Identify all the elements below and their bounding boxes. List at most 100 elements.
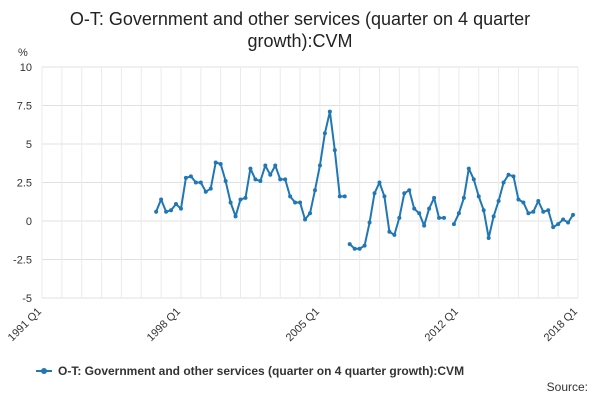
- data-point: [476, 194, 481, 199]
- data-point: [511, 174, 516, 179]
- data-point: [203, 189, 208, 194]
- data-point: [367, 220, 372, 225]
- x-tick-label: 2012 Q1: [423, 306, 461, 344]
- data-point: [521, 200, 526, 205]
- series-line-segment: [155, 110, 345, 221]
- data-point: [451, 222, 456, 227]
- data-point: [164, 209, 169, 214]
- data-point: [193, 180, 198, 185]
- data-point: [337, 194, 342, 199]
- data-point: [243, 195, 248, 200]
- data-point: [412, 206, 417, 211]
- y-tick-label: 7.5: [17, 101, 32, 113]
- grid-lines: [41, 66, 579, 299]
- data-point: [208, 186, 213, 191]
- data-point: [461, 195, 466, 200]
- data-point: [233, 214, 238, 219]
- data-point: [347, 242, 352, 247]
- source-label: Source:: [546, 380, 588, 394]
- data-point: [566, 220, 571, 225]
- data-point: [486, 235, 491, 240]
- data-point: [273, 163, 278, 168]
- y-tick-label: 2.5: [17, 178, 32, 190]
- data-point: [387, 229, 392, 234]
- data-point: [303, 217, 308, 222]
- x-tick-label: 2005 Q1: [284, 306, 322, 344]
- data-point: [308, 211, 312, 216]
- data-point: [154, 209, 159, 214]
- data-point: [238, 197, 243, 202]
- data-point: [362, 243, 367, 248]
- data-point: [322, 131, 327, 136]
- data-point: [312, 188, 317, 193]
- data-point: [437, 215, 442, 220]
- x-tick-label: 2018 Q1: [542, 306, 580, 344]
- data-point: [377, 180, 382, 185]
- data-point: [293, 200, 298, 205]
- data-point: [288, 194, 293, 199]
- data-point: [561, 217, 566, 222]
- chart-title: O-T: Government and other services (quar…: [0, 8, 600, 52]
- data-point: [456, 211, 461, 216]
- data-point: [531, 209, 536, 214]
- data-point: [213, 160, 218, 165]
- data-point: [278, 177, 283, 182]
- data-point: [506, 172, 511, 177]
- y-axis-ticks: 10 7.5 5 2.5 0 -2.5 -5: [13, 62, 32, 305]
- data-point: [263, 163, 268, 168]
- data-point: [228, 200, 233, 205]
- series-line-segment: [349, 181, 444, 250]
- data-point: [501, 180, 506, 185]
- data-point: [283, 177, 288, 182]
- data-point: [397, 215, 402, 220]
- data-point: [442, 215, 446, 220]
- data-point: [268, 172, 273, 177]
- data-point: [298, 200, 303, 205]
- data-point: [392, 232, 397, 237]
- data-point: [218, 162, 223, 167]
- data-point: [317, 163, 322, 168]
- data-point: [466, 166, 471, 171]
- data-point: [352, 246, 357, 251]
- data-point: [198, 180, 203, 185]
- data-point: [551, 225, 556, 230]
- data-point: [471, 177, 476, 182]
- data-point: [417, 211, 422, 216]
- data-point: [258, 178, 263, 183]
- data-point: [407, 188, 412, 193]
- data-point: [427, 206, 432, 211]
- data-point: [357, 246, 362, 251]
- data-point: [491, 214, 496, 219]
- data-point: [169, 208, 174, 213]
- y-tick-label: -5: [22, 293, 32, 305]
- legend[interactable]: O-T: Government and other services (quar…: [36, 364, 464, 378]
- data-point: [402, 191, 407, 196]
- data-point: [174, 202, 178, 207]
- data-point: [159, 197, 164, 202]
- data-point: [327, 109, 332, 114]
- data-point: [332, 148, 337, 153]
- data-point: [223, 178, 228, 183]
- data-point: [188, 174, 193, 179]
- data-point: [432, 195, 437, 200]
- data-point: [536, 198, 541, 203]
- chart-title-line1: O-T: Government and other services (quar…: [69, 9, 531, 29]
- data-point: [516, 197, 521, 202]
- x-tick-label: 1991 Q1: [6, 306, 44, 344]
- data-point: [178, 206, 183, 211]
- data-point: [253, 177, 258, 182]
- legend-marker: [36, 366, 52, 376]
- data-point: [496, 198, 501, 203]
- x-axis-ticks: 1991 Q1 1998 Q1 2005 Q1 2012 Q1 2018 Q1: [6, 306, 580, 344]
- x-tick-label: 1998 Q1: [145, 306, 183, 344]
- data-point: [382, 194, 387, 199]
- series-points: [154, 109, 576, 251]
- legend-label: O-T: Government and other services (quar…: [58, 364, 465, 378]
- y-tick-label: 0: [26, 216, 32, 228]
- data-point: [571, 212, 576, 217]
- y-tick-label: 10: [20, 62, 32, 74]
- data-point: [556, 222, 561, 227]
- y-axis-unit-label: %: [18, 47, 28, 59]
- data-point: [526, 211, 531, 216]
